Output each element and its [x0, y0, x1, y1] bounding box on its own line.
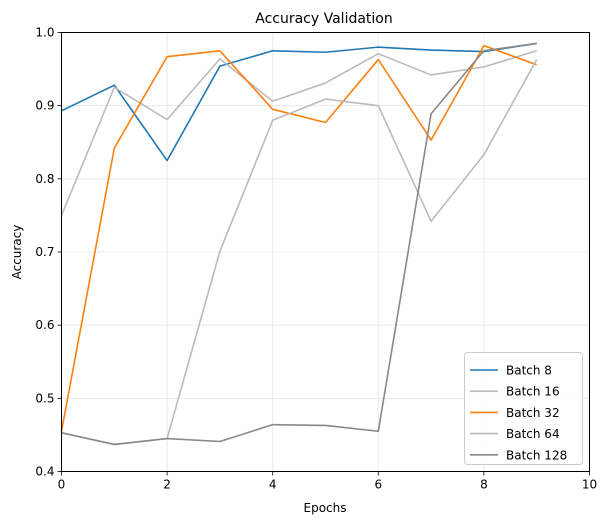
series-line	[61, 42, 537, 446]
y-tick-label: 0.6	[35, 318, 54, 332]
y-tick-label: 0.5	[35, 391, 54, 405]
y-tick-label: 0.4	[35, 465, 54, 479]
x-tick-label: 0	[58, 478, 66, 492]
x-tick-label: 10	[582, 478, 597, 492]
x-axis-label: Epochs	[304, 501, 347, 515]
chart-title: Accuracy Validation	[255, 11, 393, 27]
legend-label: Batch 8	[506, 364, 552, 378]
legend-label: Batch 64	[506, 427, 560, 441]
y-tick-label: 1.0	[35, 26, 54, 40]
legend-label: Batch 128	[506, 448, 567, 462]
series-line	[60, 50, 537, 216]
y-tick-label: 0.9	[35, 99, 54, 113]
legend-box	[464, 352, 583, 465]
x-tick-label: 2	[163, 478, 171, 492]
legend-label: Batch 16	[506, 385, 560, 399]
x-tick-label: 4	[269, 478, 277, 492]
y-tick-label: 0.8	[35, 172, 54, 186]
x-tick-label: 8	[480, 478, 488, 492]
y-axis-ticks: 0.4 0.5 0.6 0.7 0.8 0.9 1.0	[35, 26, 62, 479]
x-axis-ticks: 0 2 4 6 8 10	[58, 471, 597, 492]
y-axis-label: Accuracy	[10, 225, 24, 280]
y-tick-label: 0.7	[35, 245, 54, 259]
x-tick-label: 6	[374, 478, 382, 492]
series-line	[60, 44, 537, 432]
legend-label: Batch 32	[506, 406, 560, 420]
series-line	[61, 42, 537, 162]
series-lines	[60, 42, 538, 446]
legend: Batch 8 Batch 16 Batch 32 Batch 64 Batch 128	[464, 352, 583, 465]
